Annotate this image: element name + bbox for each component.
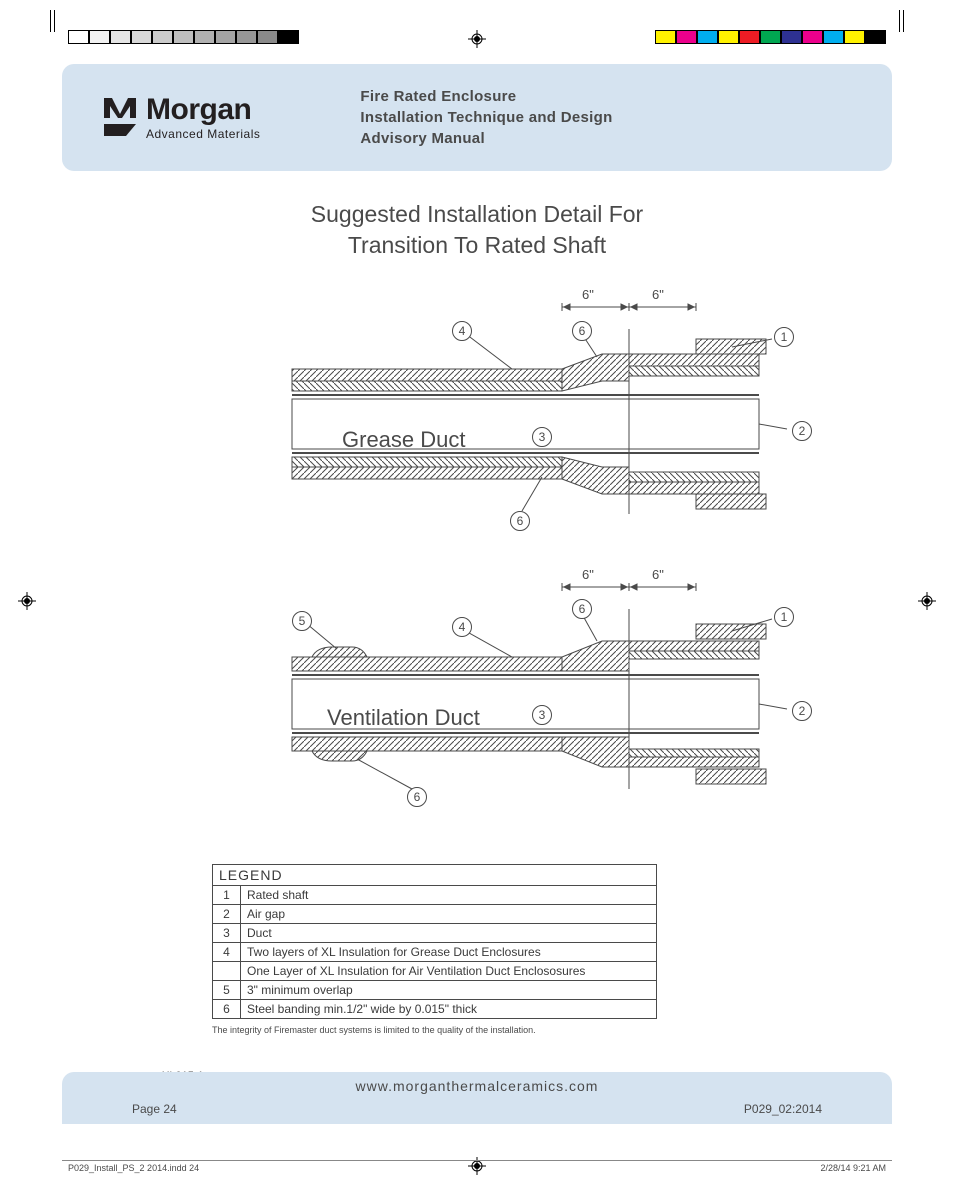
legend-row: 2Air gap — [213, 905, 657, 924]
crop-mark — [903, 10, 904, 32]
grease-duct-label: Grease Duct — [342, 427, 466, 453]
callout-6: 6 — [572, 599, 592, 619]
callout-1: 1 — [774, 327, 794, 347]
document-ref: P029_02:2014 — [744, 1102, 822, 1116]
callout-6: 6 — [572, 321, 592, 341]
legend-row: 1Rated shaft — [213, 886, 657, 905]
callout-2: 2 — [792, 701, 812, 721]
page: Morgan Advanced Materials Fire Rated Enc… — [62, 64, 892, 1124]
logo-icon — [102, 96, 138, 140]
callout-5: 5 — [292, 611, 312, 631]
ventilation-duct-label: Ventilation Duct — [327, 705, 480, 731]
crop-mark — [50, 10, 51, 32]
page-number: Page 24 — [132, 1102, 177, 1116]
legend-row: 53" minimum overlap — [213, 981, 657, 1000]
legend-row: 4Two layers of XL Insulation for Grease … — [213, 943, 657, 962]
document-title: Fire Rated Enclosure Installation Techni… — [360, 86, 612, 149]
grease-duct-diagram — [262, 299, 802, 529]
slug-timestamp: 2/28/14 9:21 AM — [820, 1163, 886, 1173]
callout-3: 3 — [532, 705, 552, 725]
slug-filename: P029_Install_PS_2 2014.indd 24 — [68, 1163, 199, 1173]
footer-url: www.morganthermalceramics.com — [62, 1072, 892, 1094]
dimension-label: 6" — [652, 287, 664, 302]
legend-row: 6Steel banding min.1/2" wide by 0.015" t… — [213, 1000, 657, 1019]
legend-header: LEGEND — [213, 865, 657, 886]
dimension-label: 6" — [652, 567, 664, 582]
callout-4: 4 — [452, 321, 472, 341]
callout-2: 2 — [792, 421, 812, 441]
logo-subtitle: Advanced Materials — [146, 127, 260, 141]
legend-row: 3Duct — [213, 924, 657, 943]
logo-name: Morgan — [146, 95, 260, 125]
registration-mark — [18, 592, 36, 610]
document-header: Morgan Advanced Materials Fire Rated Enc… — [62, 64, 892, 171]
crop-mark — [899, 10, 900, 32]
crop-mark — [54, 10, 55, 32]
technical-diagrams: 6" 6" 4 6 1 2 3 6 Grease Duct — [62, 279, 892, 819]
page-footer: www.morganthermalceramics.com Page 24 P0… — [62, 1072, 892, 1124]
callout-4: 4 — [452, 617, 472, 637]
registration-mark — [918, 592, 936, 610]
callout-6: 6 — [407, 787, 427, 807]
callout-1: 1 — [774, 607, 794, 627]
company-logo: Morgan Advanced Materials — [102, 95, 260, 141]
legend-row: One Layer of XL Insulation for Air Venti… — [213, 962, 657, 981]
dimension-label: 6" — [582, 567, 594, 582]
footnote: The integrity of Firemaster duct systems… — [212, 1025, 892, 1035]
color-bar — [655, 30, 886, 44]
legend-table: LEGEND 1Rated shaft2Air gap3Duct4Two lay… — [212, 864, 657, 1019]
slug-line — [62, 1160, 892, 1161]
callout-3: 3 — [532, 427, 552, 447]
grayscale-bar — [68, 30, 299, 44]
page-title: Suggested Installation Detail For Transi… — [62, 199, 892, 261]
ventilation-duct-diagram — [262, 579, 802, 809]
registration-mark — [468, 30, 486, 48]
dimension-label: 6" — [582, 287, 594, 302]
callout-6: 6 — [510, 511, 530, 531]
